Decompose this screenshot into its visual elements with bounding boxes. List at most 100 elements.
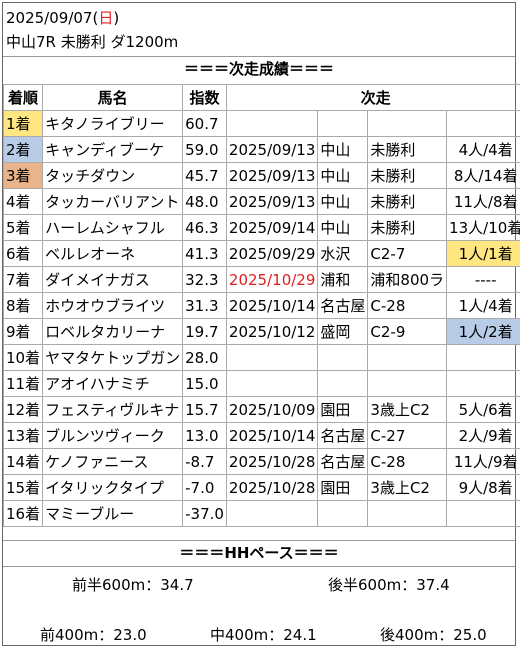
next-result-cell: 11人/8着 <box>446 188 520 215</box>
next-place-cell: 名古屋 <box>317 448 369 475</box>
divider <box>3 56 515 57</box>
rank-cell: 15着 <box>2 474 44 501</box>
next-place-cell: 名古屋 <box>317 292 369 319</box>
race-header: 2025/09/07(日) 中山7R 未勝利 ダ1200m <box>6 6 506 54</box>
horse-name-cell: アオイハナミチ <box>42 370 184 397</box>
rank-cell: 6着 <box>2 240 44 267</box>
rank-cell: 11着 <box>2 370 44 397</box>
next-place-cell: 中山 <box>317 214 369 241</box>
rank-cell: 9着 <box>2 318 44 345</box>
table-row: 15着 イタリックタイプ -7.0 2025/10/28 園田 3歳上C2 9人/8着 <box>2 474 520 501</box>
next-date-cell: 2025/10/28 <box>225 448 319 475</box>
next-race-cell <box>367 110 448 137</box>
horse-name-cell: ヤマタケトップガン <box>42 344 184 371</box>
table-row: 5着 ハーレムシャフル 46.3 2025/09/14 中山 未勝利 13人/10着 <box>2 214 520 241</box>
index-cell: 46.3 <box>182 214 227 241</box>
next-date-cell <box>225 344 319 371</box>
rank-cell: 10着 <box>2 344 44 371</box>
next-result-cell: 4人/4着 <box>446 136 520 163</box>
table-row: 9着 ロベルタカリーナ 19.7 2025/10/12 盛岡 C2-9 1人/2着 <box>2 318 520 345</box>
next-race-cell <box>367 344 448 371</box>
index-cell: -7.0 <box>182 474 227 501</box>
next-date-cell <box>225 110 319 137</box>
next-place-cell: 園田 <box>317 474 369 501</box>
table-row: 13着 ブルンツヴィーク 13.0 2025/10/14 名古屋 C-27 2人/9着 <box>2 422 520 449</box>
race-date: 2025/09/07(日) <box>6 6 506 30</box>
next-place-cell <box>317 500 369 527</box>
next-result-cell: 5人/6着 <box>446 396 520 423</box>
table-row: 12着 フェスティヴルキナ 15.7 2025/10/09 園田 3歳上C2 5人/6着 <box>2 396 520 423</box>
next-place-cell <box>317 110 369 137</box>
date-text: 2025/09/07 <box>6 9 93 27</box>
next-date-cell: 2025/10/09 <box>225 396 319 423</box>
next-result-cell: 2人/9着 <box>446 422 520 449</box>
index-cell: 48.0 <box>182 188 227 215</box>
horse-name-cell: マミーブルー <box>42 500 184 527</box>
index-cell: 19.7 <box>182 318 227 345</box>
next-race-cell: C-28 <box>367 448 448 475</box>
horse-name-cell: ダイメイナガス <box>42 266 184 293</box>
rank-cell: 4着 <box>2 188 44 215</box>
next-result-cell <box>446 370 520 397</box>
next-place-cell: 中山 <box>317 162 369 189</box>
next-place-cell: 盛岡 <box>317 318 369 345</box>
next-place-cell <box>317 370 369 397</box>
col-index: 指数 <box>182 84 227 111</box>
table-row: 8着 ホウオウブライツ 31.3 2025/10/14 名古屋 C-28 1人/4着 <box>2 292 520 319</box>
horse-name-cell: ケノファニース <box>42 448 184 475</box>
next-race-cell: C2-7 <box>367 240 448 267</box>
next-date-cell <box>225 500 319 527</box>
next-race-cell: C-28 <box>367 292 448 319</box>
next-race-title: ＝＝＝次走成績＝＝＝ <box>183 60 334 78</box>
index-cell: -37.0 <box>182 500 227 527</box>
col-rank: 着順 <box>2 84 44 111</box>
horse-name-cell: キャンディブーケ <box>42 136 184 163</box>
table-row: 10着 ヤマタケトップガン 28.0 <box>2 344 520 371</box>
next-place-cell: 中山 <box>317 136 369 163</box>
index-cell: 41.3 <box>182 240 227 267</box>
next-date-cell: 2025/09/29 <box>225 240 319 267</box>
next-date-cell: 2025/10/12 <box>225 318 319 345</box>
horse-name-cell: イタリックタイプ <box>42 474 184 501</box>
table-row: 4着 タッカーバリアント 48.0 2025/09/13 中山 未勝利 11人/8着 <box>2 188 520 215</box>
weekday-open: ( <box>92 9 99 27</box>
rank-cell: 5着 <box>2 214 44 241</box>
horse-name-cell: タッチダウン <box>42 162 184 189</box>
index-cell: 28.0 <box>182 344 227 371</box>
next-place-cell: 水沢 <box>317 240 369 267</box>
next-race-cell: 未勝利 <box>367 188 448 215</box>
next-result-cell: 13人/10着 <box>446 214 520 241</box>
next-result-cell: 1人/2着 <box>446 318 520 345</box>
next-race-cell: 3歳上C2 <box>367 474 448 501</box>
next-result-cell: 9人/8着 <box>446 474 520 501</box>
next-date-cell: 2025/10/29 <box>225 266 319 293</box>
next-date-cell: 2025/09/13 <box>225 188 319 215</box>
next-result-cell <box>446 344 520 371</box>
rank-cell: 2着 <box>2 136 44 163</box>
next-place-cell: 中山 <box>317 188 369 215</box>
pace-title: ＝＝＝HHペース＝＝＝ <box>179 544 339 562</box>
pace-last400: 後400m：25.0 <box>380 626 487 644</box>
table-body: 1着 キタノライブリー 60.7 2着 キャンディブーケ 59.0 2025/09/13 中山… <box>2 110 520 527</box>
next-place-cell <box>317 344 369 371</box>
col-next: 次走 <box>225 84 520 111</box>
index-cell: 31.3 <box>182 292 227 319</box>
next-place-cell: 浦和 <box>317 266 369 293</box>
index-cell: 59.0 <box>182 136 227 163</box>
table-row: 3着 タッチダウン 45.7 2025/09/13 中山 未勝利 8人/14着 <box>2 162 520 189</box>
next-result-cell <box>446 110 520 137</box>
pace-first600: 前半600m：34.7 <box>72 576 194 594</box>
result-table: 着順 馬名 指数 次走 1着 キタノライブリー 60.7 2着 キャンディブーケ 59.0… <box>2 84 520 527</box>
next-date-cell: 2025/10/28 <box>225 474 319 501</box>
rank-cell: 12着 <box>2 396 44 423</box>
next-date-cell: 2025/09/14 <box>225 214 319 241</box>
index-cell: -8.7 <box>182 448 227 475</box>
pace-last600: 後半600m：37.4 <box>328 576 450 594</box>
next-race-cell: 浦和800ラ <box>367 266 448 293</box>
table-row: 2着 キャンディブーケ 59.0 2025/09/13 中山 未勝利 4人/4着 <box>2 136 520 163</box>
rank-cell: 16着 <box>2 500 44 527</box>
rank-cell: 14着 <box>2 448 44 475</box>
table-row: 16着 マミーブルー -37.0 <box>2 500 520 527</box>
table-row: 1着 キタノライブリー 60.7 <box>2 110 520 137</box>
next-result-cell: 11人/9着 <box>446 448 520 475</box>
